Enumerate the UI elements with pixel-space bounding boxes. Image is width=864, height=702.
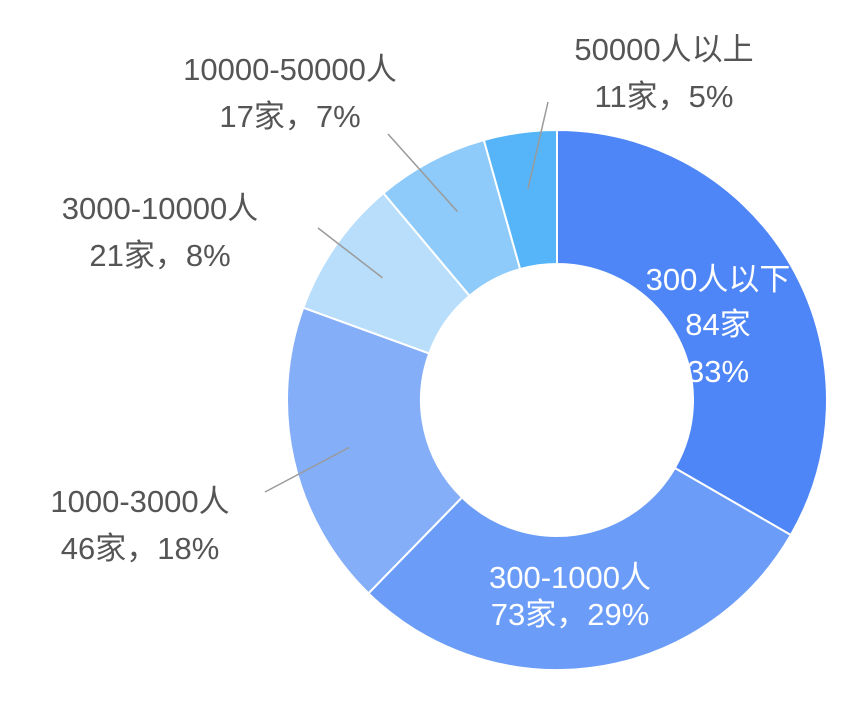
- slice-label-name-0: 300人以下: [646, 262, 791, 297]
- donut-slice-1: [367, 466, 793, 671]
- leader-line-5: [527, 101, 549, 190]
- slice-label-name-4: 10000-50000人: [183, 52, 397, 87]
- slice-label-name-2: 1000-3000人: [50, 484, 229, 519]
- donut-slice-5: [482, 128, 558, 271]
- slice-label-count-5: 11家，5%: [595, 79, 734, 114]
- slice-label-name-5: 50000人以上: [574, 32, 753, 67]
- leader-line-3: [317, 227, 383, 279]
- donut-slice-0: [556, 128, 828, 537]
- slice-label-count-1: 73家，29%: [491, 597, 650, 632]
- slice-label-percent-0: 33%: [687, 354, 749, 389]
- donut-slices: [286, 128, 828, 671]
- slice-label-count-4: 17家，7%: [219, 99, 360, 134]
- leader-line-2: [264, 446, 350, 493]
- slice-label-count-2: 46家，18%: [61, 531, 220, 566]
- leader-line-4: [387, 133, 459, 213]
- slice-label-name-3: 3000-10000人: [62, 191, 259, 226]
- slice-label-count-3: 21家，8%: [89, 238, 230, 273]
- slice-label-name-1: 300-1000人: [489, 560, 651, 595]
- slice-label-count-0: 84家: [685, 307, 750, 342]
- donut-slice-2: [286, 306, 464, 595]
- leader-lines: [264, 101, 549, 493]
